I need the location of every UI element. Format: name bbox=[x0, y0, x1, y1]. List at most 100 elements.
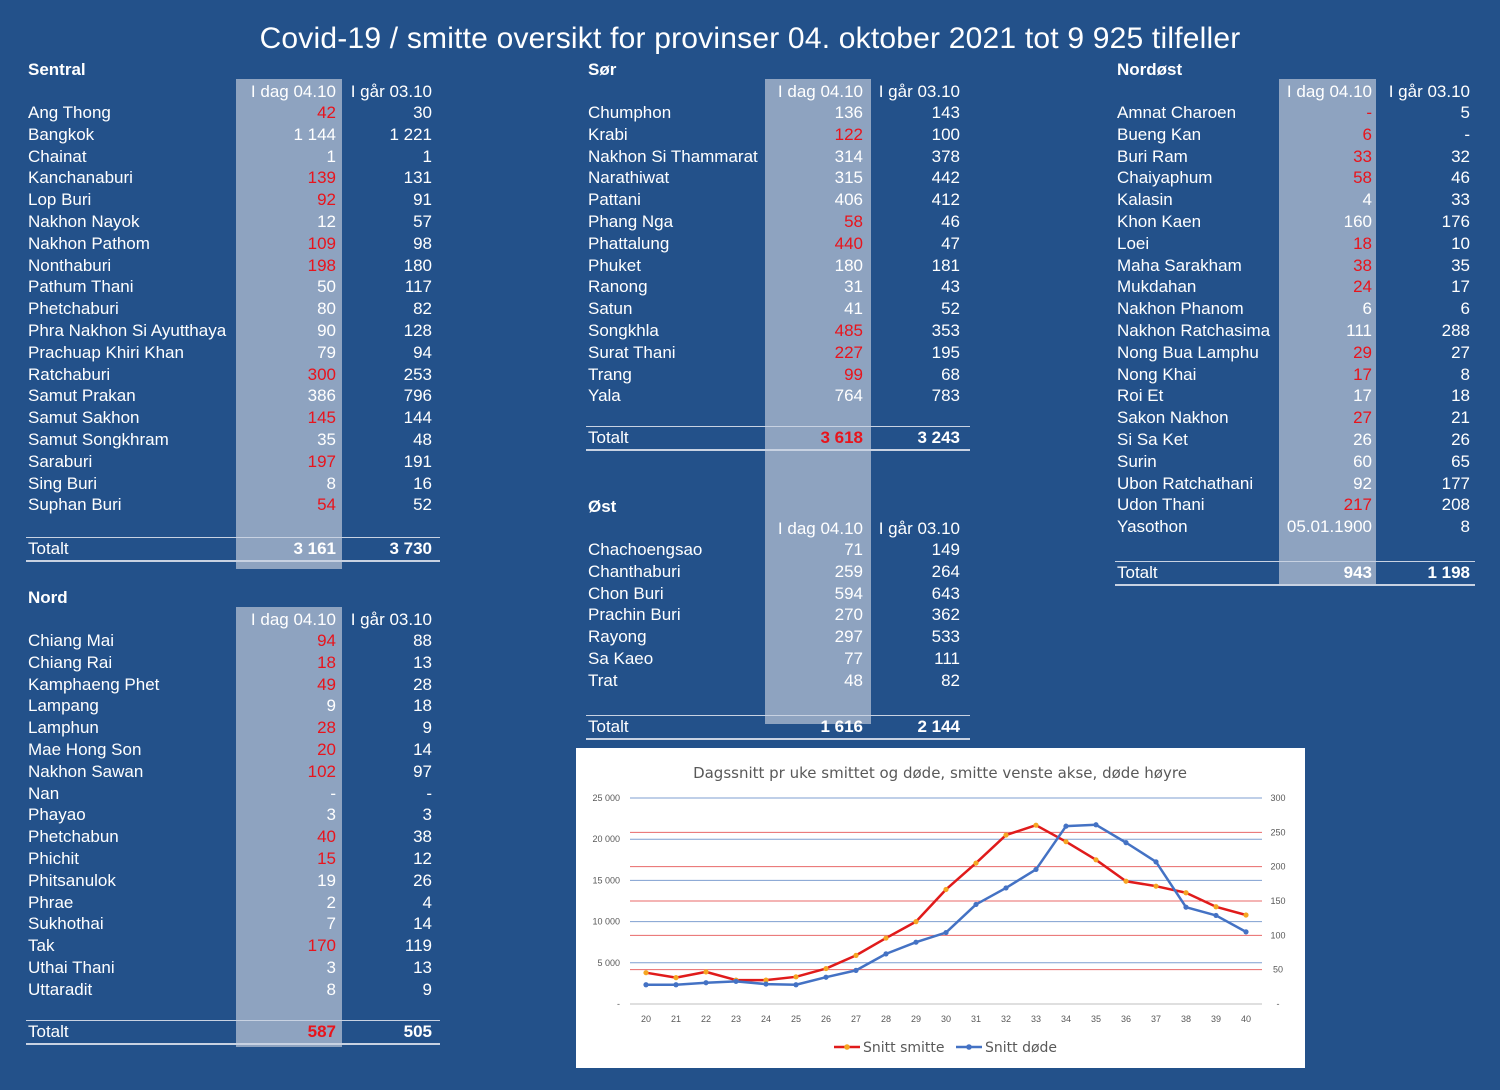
yesterday-value: 143 bbox=[931, 103, 960, 122]
data-point-smitte bbox=[1093, 857, 1099, 863]
yesterday-value: 149 bbox=[931, 540, 960, 559]
yesterday-value: 27 bbox=[1451, 342, 1470, 362]
total-today-value: 3 161 bbox=[293, 539, 336, 558]
yesterday-value: 18 bbox=[1451, 386, 1470, 406]
table-row: Pathum Thani 50 117 bbox=[26, 276, 440, 298]
data-point-dode bbox=[1063, 823, 1069, 829]
column-header-today: I dag 04.10 bbox=[777, 519, 863, 538]
yesterday-value: 131 bbox=[403, 168, 432, 188]
data-point-smitte bbox=[673, 975, 679, 981]
table-row: Buri Ram 33 32 bbox=[1115, 146, 1475, 168]
table-row: Samut Prakan 386 796 bbox=[26, 385, 440, 407]
x-tick-label: 35 bbox=[1091, 1014, 1101, 1024]
province-name: Amnat Charoen bbox=[1117, 103, 1237, 122]
today-value: 122 bbox=[834, 124, 863, 144]
province-name: Pattani bbox=[588, 190, 641, 210]
table-row: Phang Nga 58 46 bbox=[586, 211, 970, 233]
today-value: 18 bbox=[1353, 233, 1372, 253]
table-row: Chiang Rai 18 13 bbox=[26, 652, 440, 674]
data-point-dode bbox=[883, 951, 889, 957]
data-point-dode bbox=[793, 982, 799, 988]
table-row: Mae Hong Son 20 14 bbox=[26, 739, 440, 761]
table-row: Pattani 406 412 bbox=[586, 189, 970, 211]
table-row: Nonthaburi 198 180 bbox=[26, 255, 440, 277]
x-tick-label: 22 bbox=[701, 1014, 711, 1024]
province-name: Rayong bbox=[588, 627, 647, 647]
yesterday-value: 38 bbox=[413, 827, 432, 847]
province-name: Udon Thani bbox=[1117, 495, 1205, 515]
yesterday-value: 82 bbox=[941, 670, 960, 690]
table-row: Nakhon Nayok 12 57 bbox=[26, 211, 440, 233]
series-line-smitte bbox=[645, 823, 1247, 982]
table-row: Rayong 297 533 bbox=[586, 626, 970, 648]
yesterday-value: 33 bbox=[1451, 190, 1470, 210]
table-row: Chanthaburi 259 264 bbox=[586, 561, 970, 583]
table-row: Maha Sarakham 38 35 bbox=[1115, 255, 1475, 277]
table-row: Narathiwat 315 442 bbox=[586, 167, 970, 189]
table-row: Si Sa Ket 26 26 bbox=[1115, 429, 1475, 451]
total-yesterday-value: 505 bbox=[403, 1022, 432, 1041]
yesterday-value: 128 bbox=[403, 321, 432, 340]
province-name: Phang Nga bbox=[588, 212, 674, 231]
province-name: Trat bbox=[588, 670, 618, 690]
yesterday-value: 208 bbox=[1441, 495, 1470, 515]
table-row: Lamphun 28 9 bbox=[26, 717, 440, 739]
x-tick-label: 30 bbox=[941, 1014, 951, 1024]
region-sor-table: Sør I dag 04.10 I går 03.10 Chumphon 136 143 K… bbox=[586, 60, 970, 515]
province-name: Phayao bbox=[28, 805, 86, 825]
yesterday-value: 68 bbox=[941, 364, 960, 384]
province-name: Samut Songkhram bbox=[28, 430, 169, 449]
table-row: Nakhon Sawan 102 97 bbox=[26, 761, 440, 783]
data-point-dode bbox=[1003, 885, 1009, 891]
column-header-yesterday: I går 03.10 bbox=[878, 519, 960, 538]
yesterday-value: 177 bbox=[1441, 473, 1470, 493]
yesterday-value: 26 bbox=[1451, 430, 1470, 449]
province-name: Chiang Rai bbox=[28, 652, 113, 672]
province-name: Phuket bbox=[588, 255, 641, 275]
data-point-dode bbox=[943, 929, 949, 936]
province-name: Trang bbox=[588, 364, 632, 384]
x-tick-label: 36 bbox=[1121, 1014, 1131, 1024]
yesterday-value: 52 bbox=[413, 495, 432, 515]
x-tick-label: 37 bbox=[1151, 1014, 1161, 1024]
region-sentral-table: Sentral I dag 04.10 I går 03.10 Ang Thong 42… bbox=[26, 60, 440, 570]
today-value: 77 bbox=[844, 649, 863, 668]
province-name: Phra Nakhon Si Ayutthaya bbox=[28, 321, 227, 340]
yesterday-value: 14 bbox=[413, 914, 432, 934]
table-row: Songkhla 485 353 bbox=[586, 320, 970, 342]
yesterday-value: 82 bbox=[413, 299, 432, 319]
table-row: Trang 99 68 bbox=[586, 364, 970, 386]
data-point-smitte bbox=[1153, 883, 1159, 889]
today-value: 38 bbox=[1353, 255, 1372, 275]
table-row: Yasothon 05.01.1900 8 bbox=[1115, 516, 1475, 538]
yesterday-value: 10 bbox=[1451, 233, 1470, 253]
today-value: 54 bbox=[317, 495, 336, 515]
yesterday-value: 88 bbox=[413, 631, 432, 650]
province-name: Surat Thani bbox=[588, 342, 676, 362]
table-row: Chon Buri 594 643 bbox=[586, 583, 970, 605]
data-point-smitte bbox=[703, 969, 709, 975]
province-name: Chaiyaphum bbox=[1117, 168, 1213, 188]
today-value: 440 bbox=[834, 233, 863, 253]
province-name: Kanchanaburi bbox=[28, 168, 133, 188]
yesterday-value: 181 bbox=[931, 255, 960, 275]
data-point-smitte bbox=[943, 886, 949, 893]
yesterday-value: 264 bbox=[931, 561, 960, 581]
today-value: 270 bbox=[834, 605, 863, 625]
yesterday-value: 180 bbox=[403, 255, 432, 275]
province-name: Nakhon Sawan bbox=[28, 761, 144, 781]
yesterday-value: 119 bbox=[404, 936, 432, 956]
region-name: Nordøst bbox=[1117, 60, 1183, 79]
table-row: Phichit 15 12 bbox=[26, 848, 440, 870]
province-name: Krabi bbox=[588, 124, 628, 144]
y-left-tick-label: 25 000 bbox=[592, 793, 620, 803]
yesterday-value: 353 bbox=[931, 321, 960, 340]
today-value: 8 bbox=[326, 473, 336, 493]
table-row: Bueng Kan 6 - bbox=[1115, 124, 1475, 146]
yesterday-value: 783 bbox=[931, 386, 960, 406]
province-name: Phrae bbox=[28, 892, 74, 912]
today-value: 60 bbox=[1353, 451, 1372, 471]
today-column-shade bbox=[1279, 79, 1376, 585]
today-value: 259 bbox=[834, 561, 863, 581]
province-name: Sukhothai bbox=[28, 914, 104, 934]
